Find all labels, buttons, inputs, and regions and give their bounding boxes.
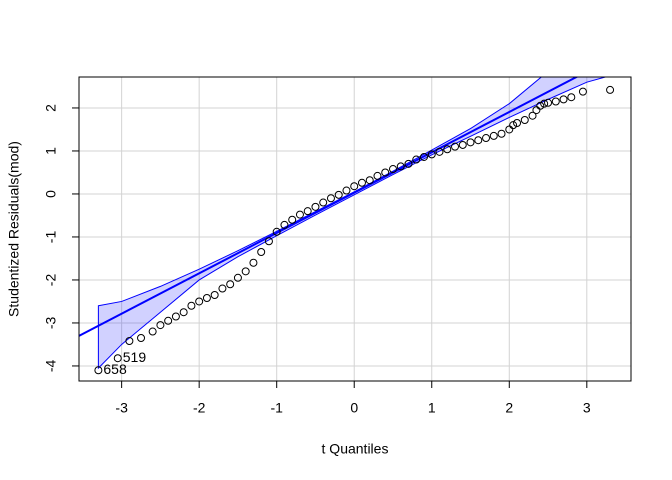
point xyxy=(137,334,146,343)
point xyxy=(113,354,122,363)
point xyxy=(226,280,235,289)
point xyxy=(350,182,359,191)
point xyxy=(156,321,165,330)
point-label: 658 xyxy=(103,361,127,377)
reference-line xyxy=(79,77,579,337)
plot-frame xyxy=(78,76,632,382)
y-tick-label: 1 xyxy=(43,147,59,155)
x-tick-label: 0 xyxy=(350,400,358,416)
point xyxy=(342,186,351,195)
point xyxy=(164,316,173,325)
point xyxy=(357,178,366,187)
point xyxy=(280,220,289,229)
point xyxy=(241,267,250,276)
point xyxy=(210,291,219,300)
point xyxy=(474,136,483,145)
x-tick-label: 2 xyxy=(505,400,513,416)
point xyxy=(497,129,506,138)
point xyxy=(233,273,242,282)
point xyxy=(412,155,421,164)
point xyxy=(295,210,304,219)
point xyxy=(536,101,545,110)
point xyxy=(559,95,568,104)
point xyxy=(388,165,397,174)
point xyxy=(264,237,273,246)
plot-area xyxy=(79,77,631,381)
point xyxy=(373,171,382,180)
point xyxy=(365,176,374,185)
point xyxy=(319,198,328,207)
x-tick-label: -1 xyxy=(270,400,283,416)
point xyxy=(578,87,587,96)
point xyxy=(404,159,413,168)
point xyxy=(528,111,537,120)
point xyxy=(544,98,553,107)
point xyxy=(482,134,491,143)
point xyxy=(451,142,460,151)
point xyxy=(509,121,518,130)
confidence-band xyxy=(97,77,608,370)
point xyxy=(334,190,343,199)
y-tick-label: 0 xyxy=(43,190,59,198)
x-tick-label: 1 xyxy=(428,400,436,416)
point xyxy=(427,150,436,159)
x-tick-label: -2 xyxy=(193,400,206,416)
point xyxy=(420,152,428,161)
point xyxy=(148,327,157,336)
point xyxy=(520,115,529,124)
point xyxy=(125,337,134,346)
point xyxy=(202,294,211,303)
point xyxy=(435,147,444,156)
x-tick-label: 3 xyxy=(583,400,591,416)
point xyxy=(443,145,452,154)
point xyxy=(567,93,576,102)
point xyxy=(551,97,560,106)
point xyxy=(218,284,227,293)
point xyxy=(458,140,467,149)
point xyxy=(249,258,258,267)
y-tick-label: 2 xyxy=(43,104,59,112)
point xyxy=(396,162,405,171)
point xyxy=(540,99,549,108)
y-tick-label: -2 xyxy=(43,274,59,287)
point xyxy=(489,131,498,140)
point xyxy=(257,248,266,257)
point xyxy=(272,227,281,236)
point xyxy=(303,207,312,216)
point xyxy=(381,168,390,177)
point xyxy=(171,312,180,321)
x-tick-label: -3 xyxy=(115,400,128,416)
point xyxy=(311,202,320,211)
point xyxy=(288,215,297,224)
point xyxy=(94,366,103,375)
point xyxy=(466,138,475,147)
y-tick-label: -1 xyxy=(43,231,59,244)
point xyxy=(326,194,335,203)
y-tick-label: -3 xyxy=(43,317,59,330)
y-tick-label: -4 xyxy=(43,360,59,373)
point xyxy=(513,119,522,128)
point xyxy=(179,308,188,317)
x-axis-label: t Quantiles xyxy=(322,441,389,457)
point xyxy=(187,301,196,310)
point-label: 519 xyxy=(123,349,147,365)
y-axis-label: Studentized Residuals(mod) xyxy=(6,141,22,317)
point xyxy=(195,297,204,306)
point xyxy=(606,85,615,94)
